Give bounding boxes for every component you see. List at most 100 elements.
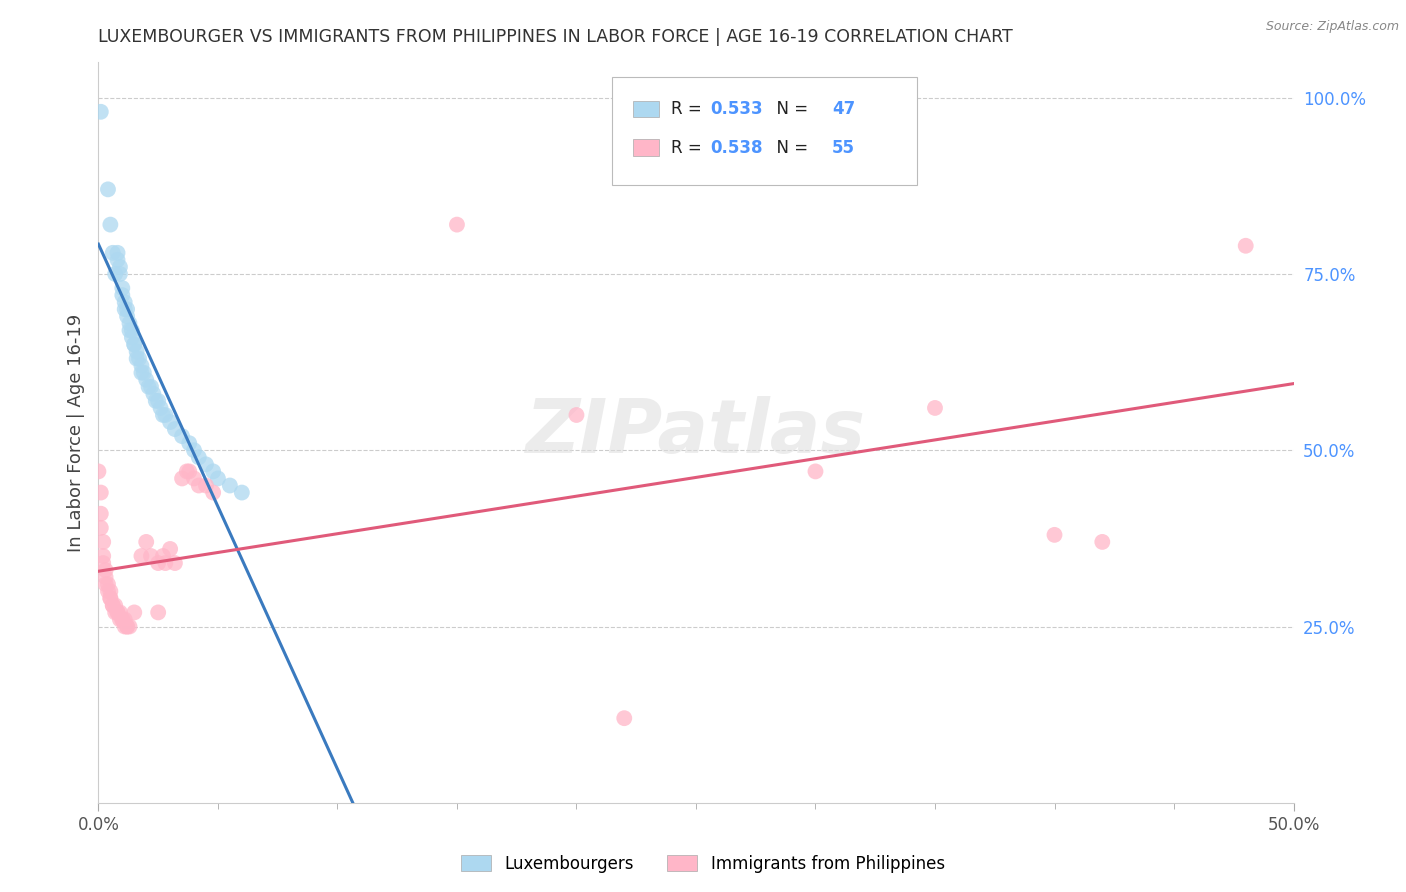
- Point: [121, 330, 143, 344]
- Text: LUXEMBOURGER VS IMMIGRANTS FROM PHILIPPINES IN LABOR FORCE | AGE 16-19 CORRELATI: LUXEMBOURGER VS IMMIGRANTS FROM PHILIPPI…: [98, 28, 1014, 45]
- Text: R =: R =: [671, 138, 707, 157]
- Point: [111, 281, 134, 295]
- Point: [108, 260, 131, 274]
- Point: [114, 619, 136, 633]
- Point: [207, 471, 229, 485]
- Point: [565, 408, 588, 422]
- Point: [121, 323, 143, 337]
- Point: [90, 485, 112, 500]
- Point: [125, 351, 148, 366]
- Point: [104, 599, 127, 613]
- Point: [148, 393, 170, 408]
- Point: [1043, 528, 1066, 542]
- Point: [135, 535, 157, 549]
- Point: [108, 606, 131, 620]
- Text: 47: 47: [832, 100, 855, 118]
- Point: [101, 599, 124, 613]
- Point: [107, 606, 129, 620]
- Point: [124, 606, 146, 620]
- Point: [187, 478, 209, 492]
- Point: [98, 584, 122, 599]
- Point: [155, 556, 177, 570]
- Point: [108, 267, 131, 281]
- Point: [139, 549, 162, 563]
- Point: [195, 458, 218, 472]
- Point: [1234, 239, 1257, 253]
- Point: [613, 711, 636, 725]
- Point: [87, 464, 110, 478]
- Point: [104, 267, 127, 281]
- Point: [118, 316, 141, 330]
- Text: 55: 55: [832, 138, 855, 157]
- Point: [131, 549, 153, 563]
- Point: [125, 344, 148, 359]
- Point: [231, 485, 253, 500]
- Point: [111, 288, 134, 302]
- Point: [114, 302, 136, 317]
- Point: [98, 591, 122, 606]
- Point: [446, 218, 468, 232]
- Point: [90, 104, 112, 119]
- Point: [202, 485, 225, 500]
- Y-axis label: In Labor Force | Age 16-19: In Labor Force | Age 16-19: [66, 313, 84, 552]
- Point: [155, 408, 177, 422]
- Point: [124, 337, 146, 351]
- Point: [118, 323, 141, 337]
- Point: [187, 450, 209, 465]
- Point: [138, 380, 160, 394]
- Point: [91, 556, 114, 570]
- Point: [131, 366, 153, 380]
- FancyBboxPatch shape: [613, 78, 917, 185]
- Point: [219, 478, 242, 492]
- Point: [107, 606, 129, 620]
- Point: [115, 619, 138, 633]
- Point: [101, 245, 124, 260]
- Point: [172, 429, 194, 443]
- Text: R =: R =: [671, 100, 707, 118]
- Point: [111, 612, 134, 626]
- Point: [142, 387, 165, 401]
- Point: [152, 549, 174, 563]
- Point: [115, 619, 138, 633]
- Point: [91, 535, 114, 549]
- Text: 0.533: 0.533: [710, 100, 763, 118]
- FancyBboxPatch shape: [633, 139, 659, 156]
- Point: [176, 464, 198, 478]
- Point: [94, 570, 117, 584]
- Point: [183, 443, 205, 458]
- Point: [98, 218, 122, 232]
- Point: [172, 471, 194, 485]
- Point: [104, 606, 127, 620]
- Point: [924, 401, 946, 415]
- Point: [124, 337, 146, 351]
- Point: [139, 380, 162, 394]
- Point: [163, 556, 186, 570]
- Point: [148, 556, 170, 570]
- Text: N =: N =: [766, 138, 814, 157]
- Point: [97, 182, 120, 196]
- Point: [163, 422, 186, 436]
- Point: [135, 373, 157, 387]
- Point: [132, 366, 155, 380]
- Point: [91, 549, 114, 563]
- Point: [115, 302, 138, 317]
- Point: [152, 408, 174, 422]
- Point: [179, 436, 201, 450]
- Legend: Luxembourgers, Immigrants from Philippines: Luxembourgers, Immigrants from Philippin…: [454, 848, 952, 880]
- Point: [159, 415, 181, 429]
- Point: [183, 471, 205, 485]
- Point: [98, 591, 122, 606]
- Point: [202, 464, 225, 478]
- Point: [131, 359, 153, 373]
- FancyBboxPatch shape: [633, 101, 659, 117]
- Point: [108, 612, 131, 626]
- Point: [115, 310, 138, 324]
- Text: N =: N =: [766, 100, 814, 118]
- Point: [107, 245, 129, 260]
- Point: [90, 521, 112, 535]
- Text: ZIPatlas: ZIPatlas: [526, 396, 866, 469]
- Point: [128, 351, 150, 366]
- Point: [1091, 535, 1114, 549]
- Point: [107, 252, 129, 267]
- Point: [159, 541, 181, 556]
